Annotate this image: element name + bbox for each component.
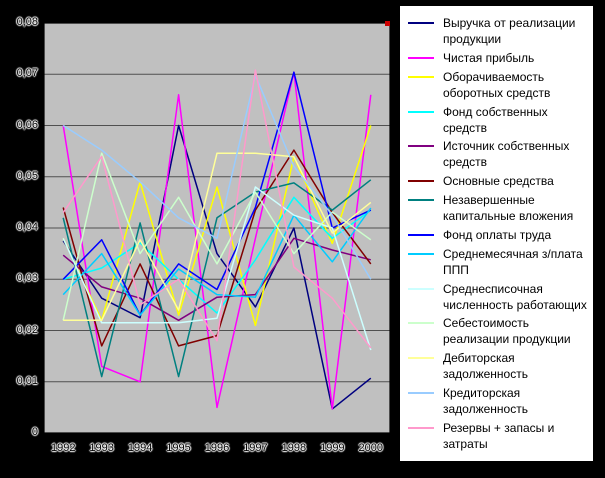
legend-item-label: Чистая прибыль: [443, 50, 535, 65]
legend-swatch-icon: [408, 145, 434, 148]
y-tick-label: 0,03: [16, 272, 38, 285]
series-line-11: [63, 152, 372, 322]
legend-swatch-icon: [408, 22, 434, 24]
legend-item-label: Фонд оплаты труда: [443, 227, 552, 242]
legend-swatch-icon: [408, 233, 434, 236]
y-tick-label: 0,05: [16, 169, 38, 182]
legend-swatch-icon: [408, 75, 434, 78]
x-tick-label: 1996: [204, 442, 230, 454]
legend-swatch-icon: [408, 252, 434, 255]
y-tick-label: 0,08: [16, 16, 38, 28]
legend-swatch-icon: [408, 56, 434, 59]
legend-swatch-icon: [408, 110, 434, 113]
legend-item-label: Себестоимость реализации продукции: [443, 316, 571, 347]
legend-item-label: Кредиторская задолженность: [443, 386, 528, 417]
legend-swatch-icon: [408, 180, 434, 183]
y-tick-label: 0,06: [16, 118, 38, 131]
series-line-0: [62, 124, 372, 410]
x-tick-label: 1993: [89, 442, 114, 454]
x-tick-label: 2000: [358, 442, 383, 454]
series-line-10: [62, 152, 372, 321]
legend-item: Среднемесячная з/плата ППП: [408, 246, 589, 278]
legend-item-label: Дебиторская задолженность: [443, 351, 528, 382]
red-artifact-mark: [385, 21, 390, 26]
legend-item-label: Незавершенные капитальные вложения: [443, 193, 574, 224]
y-tick-label: 0,07: [16, 67, 38, 80]
legend-item: Чистая прибыль: [408, 50, 589, 66]
x-tick-label: 1992: [50, 442, 76, 454]
x-tick-label: 1997: [243, 442, 268, 454]
y-tick-label: 0: [31, 426, 38, 438]
legend-item: Фонд собственных средств: [408, 104, 589, 136]
legend-item: Резервы + запасы и затраты: [408, 420, 589, 452]
legend-item-label: Среднесписочная численность работающих: [443, 281, 587, 312]
series-line-1: [62, 71, 372, 410]
legend-item: Незавершенные капитальные вложения: [408, 192, 589, 224]
legend-item-label: Источник собственных средств: [443, 139, 570, 170]
legend-swatch-icon: [408, 426, 434, 429]
legend-item-label: Выручка от реализации продукции: [443, 16, 576, 46]
series-line-8: [62, 207, 372, 316]
series-line-3: [62, 196, 372, 314]
y-tick-label: 0,01: [16, 374, 38, 387]
legend-item-label: Фонд собственных средств: [443, 104, 548, 135]
legend-swatch-icon: [408, 199, 434, 202]
legend-item-label: Резервы + запасы и затраты: [443, 420, 555, 451]
legend-item: Фонд оплаты труда: [408, 227, 589, 243]
legend-item: Среднесписочная численность работающих: [408, 281, 589, 313]
plot-border: [43, 22, 391, 434]
legend-item-label: Среднемесячная з/плата ППП: [443, 246, 583, 277]
legend-swatch-icon: [408, 357, 434, 360]
legend-swatch-icon: [408, 287, 434, 290]
legend-swatch-icon: [408, 322, 434, 325]
series-line-6: [62, 179, 372, 378]
y-tick-label: 0,04: [16, 221, 38, 233]
legend-item-label: Основные средства: [443, 174, 554, 189]
x-tick-label: 1999: [320, 442, 345, 454]
series-line-12: [62, 74, 372, 280]
chart-legend: Выручка от реализации продукции Чистая пр…: [399, 5, 594, 462]
x-tick-label: 1994: [127, 442, 153, 454]
legend-item: Кредиторская задолженность: [408, 385, 589, 417]
series-line-7: [62, 71, 372, 316]
legend-item: Выручка от реализации продукции: [408, 15, 589, 47]
x-tick-label: 1995: [166, 442, 191, 454]
legend-item: Оборачиваемость оборотных средств: [408, 69, 589, 101]
legend-item: Дебиторская задолженность: [408, 350, 589, 382]
legend-item: Источник собственных средств: [408, 138, 589, 170]
y-tick-label: 0,02: [16, 323, 38, 336]
legend-item: Себестоимость реализации продукции: [408, 315, 589, 347]
series-line-13: [62, 69, 372, 349]
legend-swatch-icon: [408, 392, 434, 395]
legend-item: Основные средства: [408, 173, 589, 189]
legend-item-label: Оборачиваемость оборотных средств: [443, 69, 551, 100]
plot-svg: [43, 21, 391, 434]
series-line-9: [62, 186, 372, 351]
x-tick-label: 1998: [281, 442, 307, 454]
